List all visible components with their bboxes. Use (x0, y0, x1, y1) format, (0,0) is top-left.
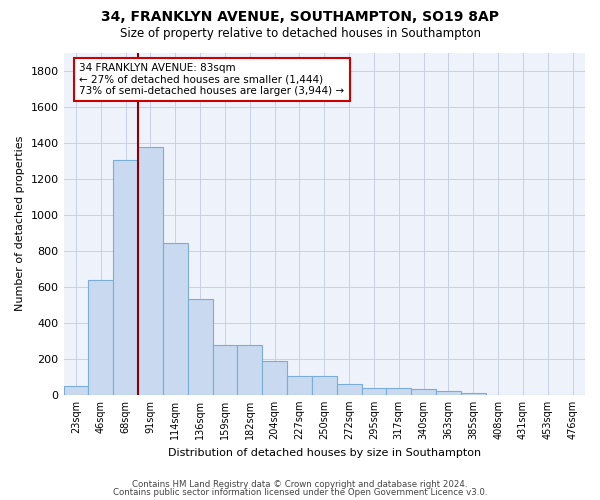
Bar (461, 393, 485, 395)
Text: 34, FRANKLYN AVENUE, SOUTHAMPTON, SO19 8AP: 34, FRANKLYN AVENUE, SOUTHAMPTON, SO19 8… (101, 10, 499, 24)
Bar (386, 388, 411, 395)
Text: Contains public sector information licensed under the Open Government Licence v3: Contains public sector information licen… (113, 488, 487, 497)
Bar (238, 346, 262, 395)
Bar (362, 388, 386, 395)
X-axis label: Distribution of detached houses by size in Southampton: Distribution of detached houses by size … (168, 448, 481, 458)
Text: Contains HM Land Registry data © Crown copyright and database right 2024.: Contains HM Land Registry data © Crown c… (132, 480, 468, 489)
Bar (262, 362, 287, 395)
Bar (138, 147, 163, 395)
Text: 34 FRANKLYN AVENUE: 83sqm
← 27% of detached houses are smaller (1,444)
73% of se: 34 FRANKLYN AVENUE: 83sqm ← 27% of detac… (79, 63, 344, 96)
Bar (188, 300, 212, 395)
Bar (113, 160, 138, 395)
Text: Size of property relative to detached houses in Southampton: Size of property relative to detached ho… (119, 28, 481, 40)
Bar (212, 346, 238, 395)
Bar (88, 280, 113, 395)
Bar (64, 386, 88, 395)
Bar (312, 376, 337, 395)
Bar (436, 391, 461, 395)
Bar (411, 390, 436, 395)
Bar (163, 242, 188, 395)
Bar (337, 384, 362, 395)
Bar (287, 376, 312, 395)
Y-axis label: Number of detached properties: Number of detached properties (15, 136, 25, 312)
